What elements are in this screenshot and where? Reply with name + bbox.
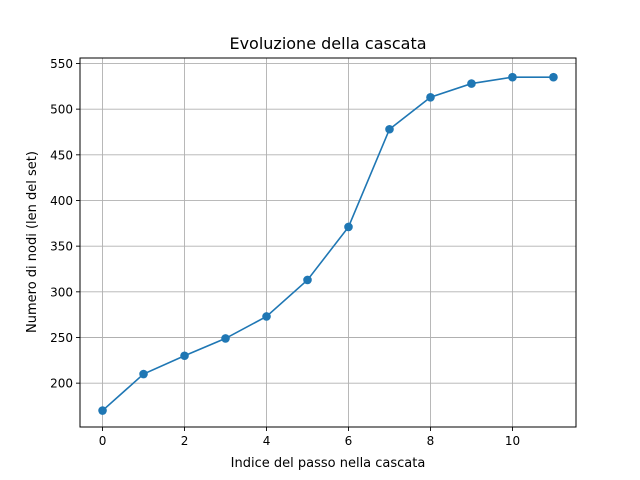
y-axis-ticks: 200 250 300 350 400 450 500 550 (50, 57, 80, 391)
data-point (221, 334, 230, 343)
data-point (508, 72, 517, 82)
data-point (549, 72, 558, 82)
x-tick-label: 4 (263, 434, 271, 448)
data-point (262, 312, 271, 321)
data-point (139, 369, 148, 379)
x-axis-label: Indice del passo nella cascata (231, 456, 426, 471)
x-tick-label: 10 (505, 434, 520, 448)
chart-title: Evoluzione della cascata (229, 34, 426, 53)
x-axis-ticks: 0 2 4 6 8 10 (99, 427, 520, 448)
x-tick-label: 8 (427, 434, 435, 448)
y-tick-label: 200 (50, 377, 73, 391)
data-point (303, 275, 312, 285)
y-tick-label: 550 (50, 57, 73, 71)
y-tick-label: 500 (50, 103, 73, 117)
y-axis-label: Numero di nodi (len del set) (25, 151, 40, 333)
data-point (344, 222, 353, 232)
y-tick-label: 300 (50, 285, 73, 299)
data-point (180, 351, 189, 361)
grid (80, 58, 576, 427)
x-tick-label: 6 (345, 434, 353, 448)
data-point (467, 79, 476, 88)
y-tick-label: 450 (50, 148, 73, 162)
x-tick-label: 2 (181, 434, 189, 448)
y-tick-label: 250 (50, 331, 73, 345)
y-tick-label: 350 (50, 240, 73, 254)
data-point (426, 92, 435, 102)
series-group (98, 72, 558, 415)
plot-frame (79, 57, 577, 428)
data-point (98, 406, 107, 415)
y-tick-label: 400 (50, 194, 73, 208)
data-point (385, 124, 394, 134)
x-tick-label: 0 (99, 434, 107, 448)
series-line (102, 76, 554, 412)
